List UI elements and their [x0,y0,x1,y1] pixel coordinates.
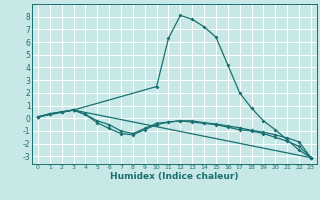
X-axis label: Humidex (Indice chaleur): Humidex (Indice chaleur) [110,172,239,181]
